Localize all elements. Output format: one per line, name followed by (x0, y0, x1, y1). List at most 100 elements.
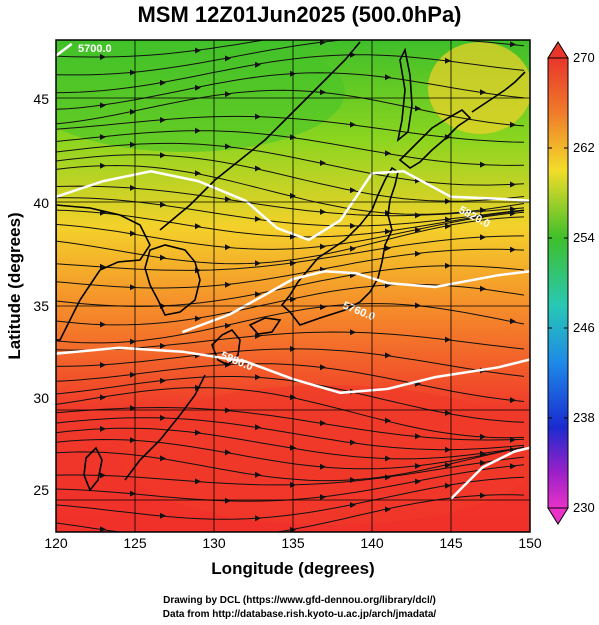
streamline-arrow (130, 230, 136, 237)
streamline-arrow (510, 246, 516, 253)
streamline-arrow (510, 436, 516, 443)
colorbar-tick-label: 270 (573, 50, 595, 65)
streamline-arrow (130, 338, 136, 345)
streamline-arrow (130, 108, 136, 115)
streamline-arrow (160, 342, 166, 349)
streamline-arrow (225, 322, 231, 329)
streamline-arrow (320, 364, 326, 371)
warm-region (120, 385, 530, 525)
streamline-arrow (385, 506, 391, 513)
streamline-arrow (385, 455, 391, 462)
x-tick-label: 150 (518, 535, 542, 551)
streamline-arrow (195, 47, 201, 54)
colorbar-tick-label: 230 (573, 500, 595, 515)
streamline-arrow (255, 291, 261, 298)
streamline-arrow (100, 425, 106, 432)
streamline-arrow (255, 113, 261, 120)
streamline-arrow (480, 207, 486, 214)
streamline-arrow (445, 482, 451, 489)
ryukyu-islands (124, 374, 206, 481)
streamline-arrow (195, 84, 201, 91)
streamline-arrow (100, 472, 106, 479)
streamline-arrow (130, 184, 136, 191)
streamline-arrow (445, 216, 451, 223)
streamline-arrow (320, 494, 326, 501)
streamline-arrow (160, 254, 166, 261)
streamline-arrow (195, 223, 201, 230)
streamline-arrow (320, 463, 326, 470)
warm-eddy-region (428, 42, 530, 134)
y-axis-ticks: 25 30 35 40 45 (33, 91, 49, 498)
streamline-arrow (160, 414, 166, 421)
colorbar-tick-label: 238 (573, 410, 595, 425)
streamline-arrow (445, 462, 451, 469)
streamline-arrow (480, 492, 486, 499)
colorbar-bottom-arrow (547, 507, 569, 525)
x-tick-label: 135 (281, 535, 305, 551)
streamline-arrow (350, 502, 356, 508)
streamline-arrow (160, 377, 166, 384)
streamline-arrow (100, 394, 106, 401)
streamline-arrow (415, 212, 421, 219)
streamline-arrow (415, 105, 421, 112)
x-tick-label: 140 (360, 535, 384, 551)
japan-hokkaido-outline (398, 109, 472, 169)
streamline-arrow (130, 284, 136, 291)
streamline-arrow (255, 374, 261, 381)
colorbar-bar (547, 57, 569, 509)
russia-coast-outline (159, 41, 361, 231)
streamline-arrow (385, 74, 391, 81)
streamline-arrow (130, 490, 136, 497)
x-tick-label: 120 (44, 535, 68, 551)
streamline-arrow (445, 410, 451, 416)
streamline-arrow (225, 196, 231, 203)
streamline-arrow (100, 162, 106, 169)
streamline-arrow (255, 333, 261, 339)
streamline-arrow (160, 512, 166, 519)
streamline-arrow (195, 429, 201, 436)
streamline-arrow (480, 459, 486, 466)
streamline-arrow (445, 223, 451, 230)
streamline-arrow (225, 91, 231, 98)
streamline-arrow (160, 79, 166, 86)
streamline-arrow (480, 20, 486, 26)
streamline-arrow (350, 222, 356, 229)
streamline-arrow (415, 463, 421, 469)
streamline-arrow (255, 424, 261, 431)
streamline-arrow (225, 281, 231, 288)
streamline-arrow (100, 102, 106, 109)
streamline-arrow (100, 134, 106, 140)
asia-mainland-outline (56, 204, 151, 341)
streamline-arrow (160, 152, 166, 159)
streamline-arrow (130, 141, 136, 148)
streamline-arrow (350, 245, 356, 252)
streamline-arrow (160, 117, 166, 123)
streamline-arrow (255, 471, 261, 478)
kuril-islands (471, 71, 526, 113)
sakhalin-outline (396, 47, 413, 142)
x-tick-label: 130 (202, 535, 226, 551)
streamline-arrow (385, 21, 391, 27)
streamline-arrow (445, 262, 451, 269)
streamline-arrow (350, 439, 356, 446)
streamline-arrow (480, 213, 486, 220)
streamline-arrow (130, 69, 136, 76)
streamline-arrow (255, 165, 261, 172)
streamline-arrow (480, 450, 486, 457)
streamline-arrow (510, 206, 516, 213)
streamline-arrow (320, 208, 326, 215)
cold-region (56, 40, 345, 152)
taiwan-outline (83, 446, 103, 492)
streamline-arrow (350, 121, 356, 128)
y-axis-label: Latitude (degrees) (5, 212, 24, 359)
plot-frame (55, 39, 531, 533)
contour-line (450, 446, 530, 500)
streamline-arrow (195, 315, 201, 322)
streamline-arrow (100, 526, 106, 532)
y-tick-label: 25 (33, 482, 49, 498)
credit-drawing: Drawing by DCL (https://www.gfd-dennou.o… (163, 595, 436, 606)
streamline-arrow (195, 170, 201, 177)
y-tick-label: 30 (33, 390, 49, 406)
streamline-arrow (225, 244, 231, 251)
